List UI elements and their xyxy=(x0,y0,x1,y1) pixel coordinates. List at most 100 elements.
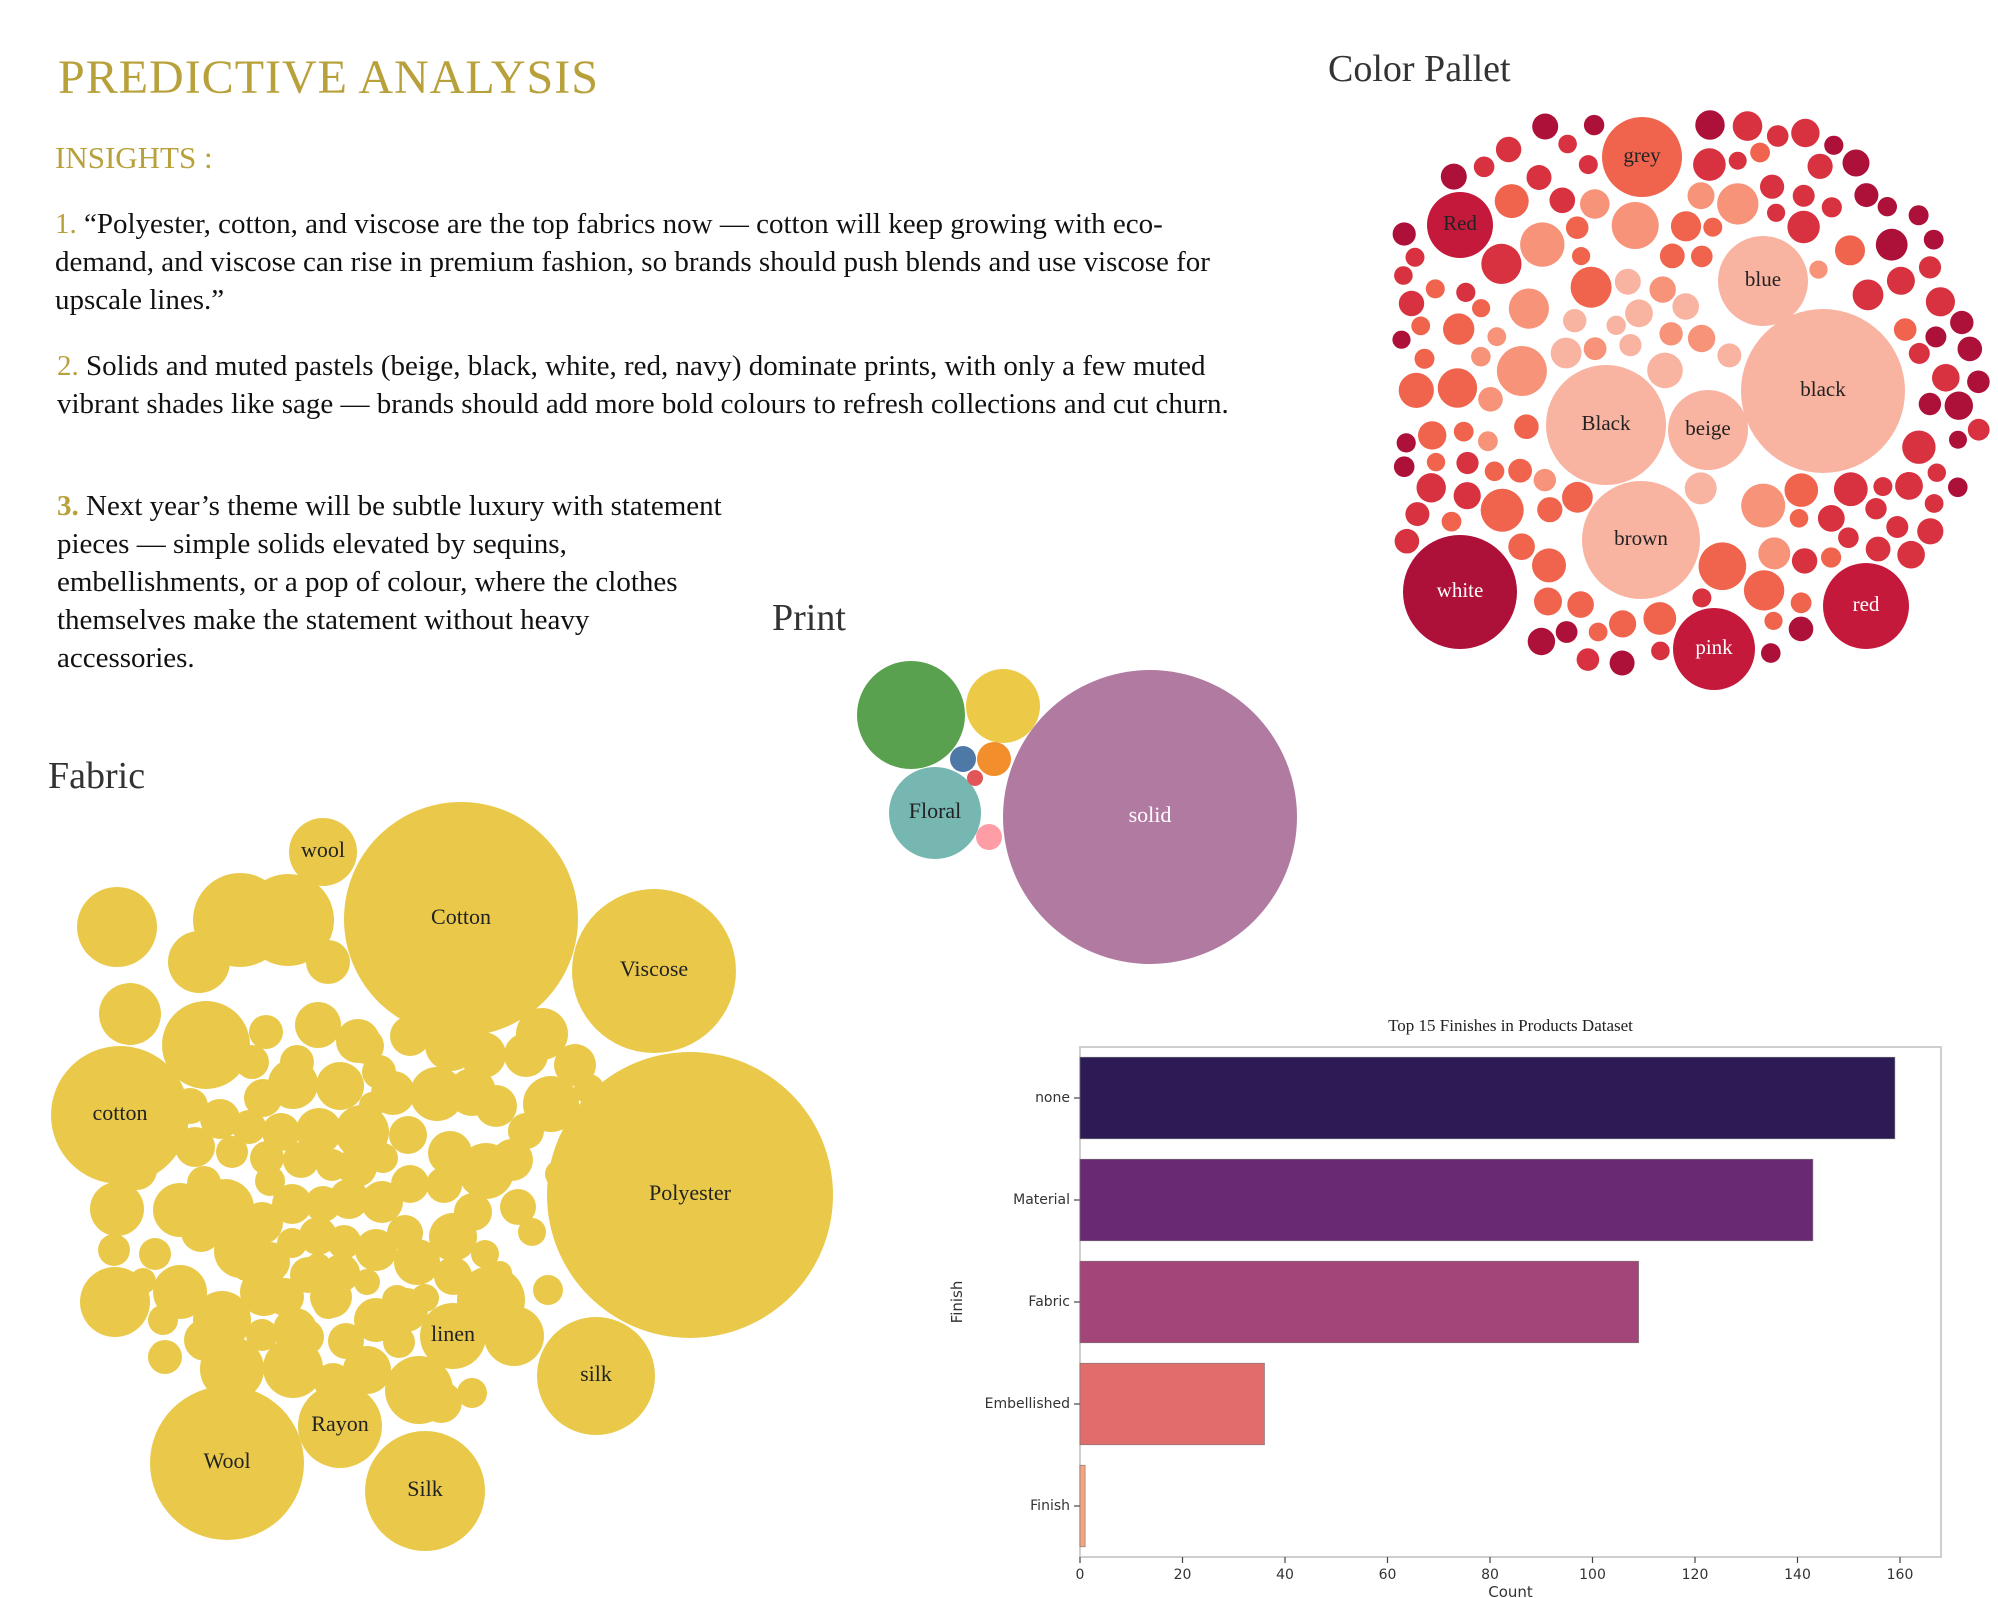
color-bubble xyxy=(1821,197,1842,218)
fabric-bubble xyxy=(389,1116,427,1154)
fabric-bubble-label: Cotton xyxy=(431,904,491,929)
fabric-bubble xyxy=(99,983,161,1045)
color-bubble xyxy=(1546,365,1666,485)
color-bubble xyxy=(1532,548,1566,583)
insight-1-text: “Polyester, cotton, and viscose are the … xyxy=(55,208,1210,316)
print-bubble xyxy=(889,767,981,859)
y-tick-label: none xyxy=(1035,1090,1070,1106)
color-bubble xyxy=(1791,548,1818,574)
color-bubble xyxy=(1944,391,1974,420)
fabric-bubble xyxy=(545,1160,573,1188)
x-tick-label: 40 xyxy=(1276,1567,1294,1583)
color-bubble xyxy=(1875,228,1908,261)
fabric-bubble-label: cotton xyxy=(93,1100,148,1125)
fabric-bubble-label: linen xyxy=(431,1321,475,1346)
color-bubble xyxy=(1824,135,1844,155)
fabric-bubble xyxy=(272,1184,312,1224)
color-bubble xyxy=(1967,418,1990,441)
fabric-bubble xyxy=(426,1167,462,1203)
fabric-bubble xyxy=(316,1062,364,1110)
fabric-bubble xyxy=(420,1381,462,1423)
fabric-bubble xyxy=(500,1189,536,1225)
color-bubble xyxy=(1649,276,1676,303)
x-tick-label: 140 xyxy=(1784,1567,1811,1583)
color-bubble xyxy=(1886,266,1915,295)
print-bubble-label: solid xyxy=(1129,802,1172,827)
fabric-bubble xyxy=(255,1166,285,1196)
fabric-bubble xyxy=(296,1108,342,1154)
color-bubble xyxy=(1687,324,1716,353)
color-bubble xyxy=(1508,533,1535,560)
color-bubble xyxy=(1672,293,1699,320)
fabric-bubble xyxy=(410,1067,464,1121)
color-bubble xyxy=(1865,536,1891,562)
color-bubble xyxy=(1792,184,1815,207)
color-bubble xyxy=(1537,497,1563,523)
fabric-bubble xyxy=(147,1079,175,1107)
color-bubble-label: black xyxy=(1800,377,1846,401)
color-bubble xyxy=(1924,494,1944,513)
color-bubble xyxy=(1668,390,1748,470)
color-bubble xyxy=(1418,421,1447,450)
fabric-bubble xyxy=(359,1092,385,1118)
fabric-bubble xyxy=(343,1346,391,1394)
color-bubble xyxy=(1441,511,1462,532)
fabric-bubble xyxy=(382,1285,412,1315)
color-bubble xyxy=(1578,155,1598,175)
fabric-chart-title: Fabric xyxy=(48,755,146,797)
fabric-bubble xyxy=(305,1253,331,1279)
color-bubble xyxy=(1392,330,1411,349)
color-bubble-label: pink xyxy=(1695,635,1733,659)
color-bubble xyxy=(1687,182,1715,210)
color-bubble xyxy=(1567,591,1594,618)
color-bubble xyxy=(1609,650,1635,676)
fabric-bubble xyxy=(242,874,334,966)
fabric-bubble xyxy=(488,1261,512,1285)
color-bubble xyxy=(1925,287,1955,317)
color-bubble-label: brown xyxy=(1614,526,1668,550)
fabric-bubble xyxy=(117,1150,157,1190)
color-bubble xyxy=(1440,163,1467,190)
x-tick-label: 160 xyxy=(1887,1567,1914,1583)
color-bubble xyxy=(1471,346,1491,367)
color-bubble xyxy=(1481,243,1522,284)
color-bubble xyxy=(1614,268,1641,295)
insight-3-number: 3. xyxy=(57,490,79,522)
chart-title: Top 15 Finishes in Products Dataset xyxy=(1388,1016,1633,1035)
fabric-bubble xyxy=(504,1033,548,1077)
color-bubble xyxy=(1572,247,1591,266)
color-bubble xyxy=(1949,430,1967,449)
print-bubble xyxy=(857,661,965,769)
color-bubble xyxy=(1788,616,1814,642)
color-bubble xyxy=(1684,472,1717,505)
color-bubble xyxy=(1456,282,1476,302)
fabric-bubble xyxy=(458,1143,514,1199)
color-bubble xyxy=(1619,334,1642,357)
y-axis-label: Finish xyxy=(948,1281,966,1324)
color-bubble xyxy=(1416,473,1446,503)
fabric-bubble xyxy=(187,1166,221,1200)
color-bubble xyxy=(1647,352,1683,389)
fabric-bubble xyxy=(306,940,350,984)
color-bubble xyxy=(1842,149,1870,177)
color-bubble xyxy=(1514,414,1539,440)
fabric-bubble xyxy=(249,1015,283,1049)
bar-fabric xyxy=(1079,1260,1639,1344)
color-bubble xyxy=(1817,505,1845,532)
fabric-bubble xyxy=(314,1363,352,1401)
color-bubble-label: blue xyxy=(1745,267,1781,291)
color-bubble xyxy=(1398,290,1425,317)
color-bubble xyxy=(1932,364,1960,392)
bar-none xyxy=(1079,1056,1896,1140)
fabric-bubble xyxy=(288,1319,324,1355)
color-bubble xyxy=(1766,125,1789,147)
color-bubble xyxy=(1651,641,1670,661)
color-bubble xyxy=(1873,477,1893,497)
color-bubble xyxy=(1609,610,1637,638)
fabric-bubble-label: wool xyxy=(301,837,345,862)
color-bubble xyxy=(1487,327,1507,347)
color-bubble xyxy=(1807,153,1833,179)
color-bubble xyxy=(1967,370,1990,394)
